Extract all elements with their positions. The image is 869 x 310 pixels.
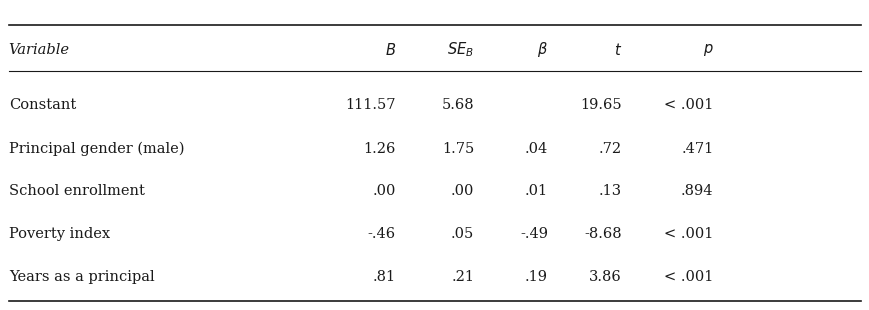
Text: 1.75: 1.75 [441, 142, 474, 156]
Text: 3.86: 3.86 [588, 270, 621, 285]
Text: .471: .471 [680, 142, 713, 156]
Text: Years as a principal: Years as a principal [9, 270, 154, 285]
Text: .00: .00 [450, 184, 474, 198]
Text: .72: .72 [598, 142, 621, 156]
Text: 5.68: 5.68 [441, 98, 474, 113]
Text: .13: .13 [598, 184, 621, 198]
Text: .00: .00 [372, 184, 395, 198]
Text: $t$: $t$ [614, 42, 621, 58]
Text: 111.57: 111.57 [345, 98, 395, 113]
Text: .894: .894 [680, 184, 713, 198]
Text: < .001: < .001 [663, 270, 713, 285]
Text: 19.65: 19.65 [580, 98, 621, 113]
Text: $\beta$: $\beta$ [536, 40, 547, 59]
Text: Poverty index: Poverty index [9, 227, 109, 241]
Text: < .001: < .001 [663, 227, 713, 241]
Text: School enrollment: School enrollment [9, 184, 144, 198]
Text: $SE_B$: $SE_B$ [447, 40, 474, 59]
Text: .04: .04 [524, 142, 547, 156]
Text: .81: .81 [372, 270, 395, 285]
Text: Constant: Constant [9, 98, 76, 113]
Text: Principal gender (male): Principal gender (male) [9, 142, 184, 156]
Text: -.46: -.46 [368, 227, 395, 241]
Text: .05: .05 [450, 227, 474, 241]
Text: -.49: -.49 [520, 227, 547, 241]
Text: .01: .01 [524, 184, 547, 198]
Text: < .001: < .001 [663, 98, 713, 113]
Text: Variable: Variable [9, 42, 70, 57]
Text: .19: .19 [525, 270, 547, 285]
Text: $p$: $p$ [702, 42, 713, 58]
Text: $B$: $B$ [384, 42, 395, 58]
Text: 1.26: 1.26 [363, 142, 395, 156]
Text: .21: .21 [451, 270, 474, 285]
Text: -8.68: -8.68 [584, 227, 621, 241]
